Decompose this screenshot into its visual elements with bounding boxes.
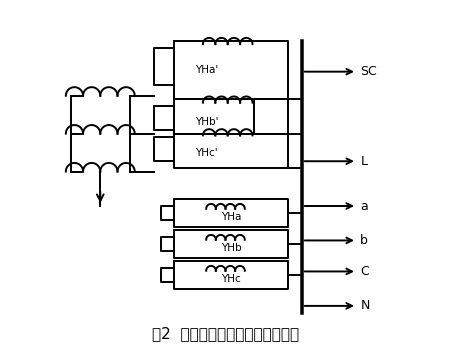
Text: 图2  电压互感器二次不接地原理图: 图2 电压互感器二次不接地原理图 <box>152 326 299 341</box>
Text: N: N <box>359 299 369 313</box>
Text: YHc: YHc <box>221 274 240 284</box>
Text: YHa: YHa <box>221 212 241 222</box>
Text: C: C <box>359 265 368 278</box>
Text: SC: SC <box>359 65 376 78</box>
Text: YHa': YHa' <box>194 65 218 75</box>
Text: b: b <box>359 234 368 247</box>
Text: L: L <box>359 155 367 168</box>
Text: YHb: YHb <box>221 243 241 253</box>
Text: a: a <box>359 199 367 212</box>
Text: YHb': YHb' <box>194 117 218 127</box>
Text: YHc': YHc' <box>194 148 217 158</box>
